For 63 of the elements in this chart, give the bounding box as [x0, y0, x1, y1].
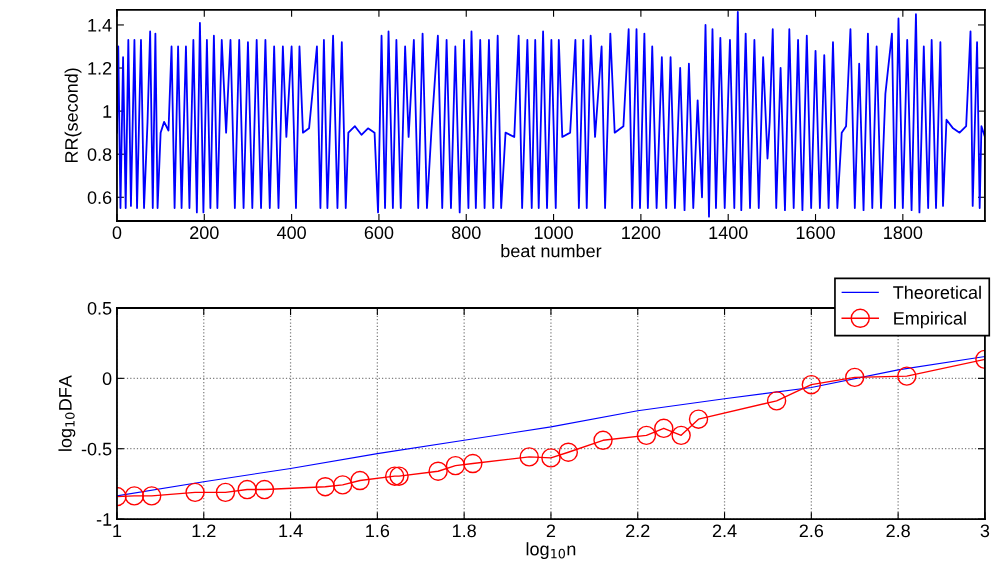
x-tick-label: 200	[190, 226, 219, 240]
x-tick-label: 600	[364, 226, 394, 240]
point	[463, 453, 483, 474]
point	[558, 442, 579, 462]
y-axis-title: RR(second)	[64, 68, 82, 163]
point	[428, 461, 448, 481]
x-tick-label: 1.6	[366, 524, 390, 538]
x-tick-label: 1400	[709, 226, 748, 240]
point	[593, 430, 613, 451]
legend-label: Theoretical	[893, 285, 981, 299]
y-tick-label: 0.6	[87, 191, 112, 204]
point	[185, 482, 205, 503]
point	[671, 425, 691, 446]
x-tick-label: 400	[276, 226, 306, 240]
y-tick-label: 1.2	[88, 61, 112, 75]
x-tick-label: 1.4	[279, 524, 303, 538]
x-tick-label: 2.6	[799, 524, 824, 538]
point	[141, 486, 162, 506]
x-tick-label: 1200	[622, 226, 661, 240]
point	[124, 486, 145, 506]
y-tick-label: -1	[96, 513, 112, 526]
legend-label: Empirical	[894, 311, 966, 329]
x-tick-label: 800	[451, 226, 481, 240]
point	[350, 470, 370, 491]
point	[688, 409, 709, 429]
point	[766, 391, 787, 411]
x-tick-label: 1600	[796, 226, 835, 240]
x-tick-label: 1.8	[452, 524, 476, 538]
point	[445, 455, 466, 476]
x-tick-label: 2	[546, 524, 556, 538]
x-axis-title: log$_{10}$n	[526, 542, 576, 560]
x-tick-label: 1	[113, 524, 122, 538]
point	[332, 475, 353, 495]
x-tick-label: 2.8	[886, 524, 910, 538]
point	[315, 477, 335, 497]
y-tick-label: 1.4	[88, 19, 112, 32]
y-tick-label: 0	[102, 372, 112, 386]
x-axis-title: beat number	[501, 244, 602, 258]
x-tick-label: 3	[980, 524, 990, 538]
point	[636, 425, 657, 446]
line-series	[116, 11, 985, 218]
y-tick-label: 0.5	[87, 301, 112, 315]
point	[389, 466, 409, 486]
point	[237, 479, 257, 500]
y-tick-label: 0.8	[87, 148, 112, 161]
point	[384, 466, 405, 486]
x-tick-label: 1800	[884, 226, 923, 240]
point	[254, 479, 275, 500]
point	[215, 482, 236, 503]
x-tick-label: 0	[112, 226, 122, 240]
x-tick-label: 1.2	[192, 524, 216, 538]
x-tick-label: 2.2	[626, 524, 650, 538]
y-tick-label: 1	[103, 105, 112, 118]
point	[541, 448, 561, 468]
point	[654, 418, 674, 439]
y-axis-title: log$_{10}$DFA	[58, 375, 76, 451]
x-tick-label: 2.4	[712, 524, 737, 538]
point	[845, 367, 865, 388]
point	[801, 374, 822, 395]
x-tick-label: 1000	[534, 226, 573, 240]
y-tick-label: -0.5	[81, 442, 112, 456]
point	[519, 447, 539, 467]
point	[897, 366, 917, 386]
